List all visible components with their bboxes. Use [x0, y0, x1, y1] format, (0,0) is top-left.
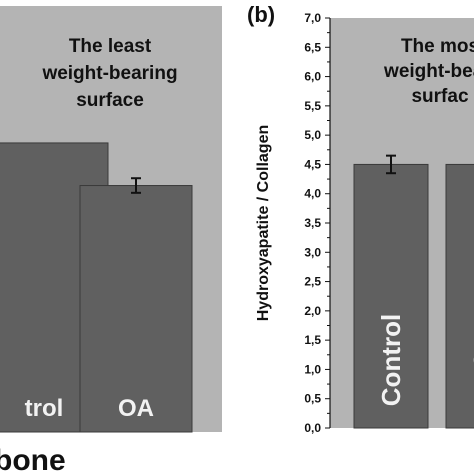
category-label-left: trol: [25, 395, 64, 422]
error-bar-right-control: [386, 154, 396, 175]
y-tick-label: 3,5: [304, 216, 321, 230]
y-tick-label: 6,5: [304, 40, 321, 54]
y-tick-label: 1,0: [304, 362, 321, 376]
bar-right-oa: [445, 163, 474, 429]
y-tick-label: 7,0: [304, 11, 321, 25]
right-title-line: surfac: [411, 86, 468, 107]
y-tick-label: 3,0: [304, 245, 321, 259]
category-label-left: OA: [118, 395, 154, 422]
chart-panel-left: The least weight-bearing surface trol OA bo…: [0, 6, 222, 474]
category-label-right: O: [468, 350, 474, 370]
bars-right: Control O: [353, 154, 474, 429]
y-tick-label: 0,0: [304, 421, 321, 435]
y-axis-label: Hydroxyapatite / Collagen: [255, 125, 272, 322]
y-tick-label: 5,0: [304, 128, 321, 142]
left-title-line: The least: [69, 36, 152, 57]
y-tick-label: 4,5: [304, 157, 321, 171]
chart-panel-right: (b) The mos weight-beari surfac Control O 0…: [247, 2, 474, 435]
right-title-line: The mos: [401, 36, 474, 57]
y-tick-label: 2,5: [304, 275, 321, 289]
y-tick-label: 1,5: [304, 333, 321, 347]
y-axis-right: 0,0 0,5 1,0 1,5 2,0 2,5 3,0 3,5 4,0 4,5 5,0 5,5 6,0 6…: [304, 11, 331, 435]
y-tick-label: 2,0: [304, 304, 321, 318]
panel-label-b: (b): [247, 2, 275, 27]
left-title-line: weight-bearing: [41, 63, 177, 84]
left-title-line: surface: [76, 90, 144, 111]
y-tick-label: 5,5: [304, 99, 321, 113]
y-tick-label: 0,5: [304, 392, 321, 406]
bar-right-control: [353, 163, 429, 429]
footer-label: bone: [0, 444, 66, 474]
title-left: The least weight-bearing surface: [41, 36, 177, 111]
bars-left: trol OA: [0, 142, 193, 433]
title-right: The mos weight-beari surfac: [383, 36, 474, 107]
y-tick-label: 4,0: [304, 187, 321, 201]
category-label-right: Control: [376, 314, 406, 406]
error-bar-left-oa: [131, 177, 141, 194]
bar-left-oa: [79, 185, 193, 433]
y-tick-label: 6,0: [304, 70, 321, 84]
right-title-line: weight-beari: [383, 61, 474, 82]
